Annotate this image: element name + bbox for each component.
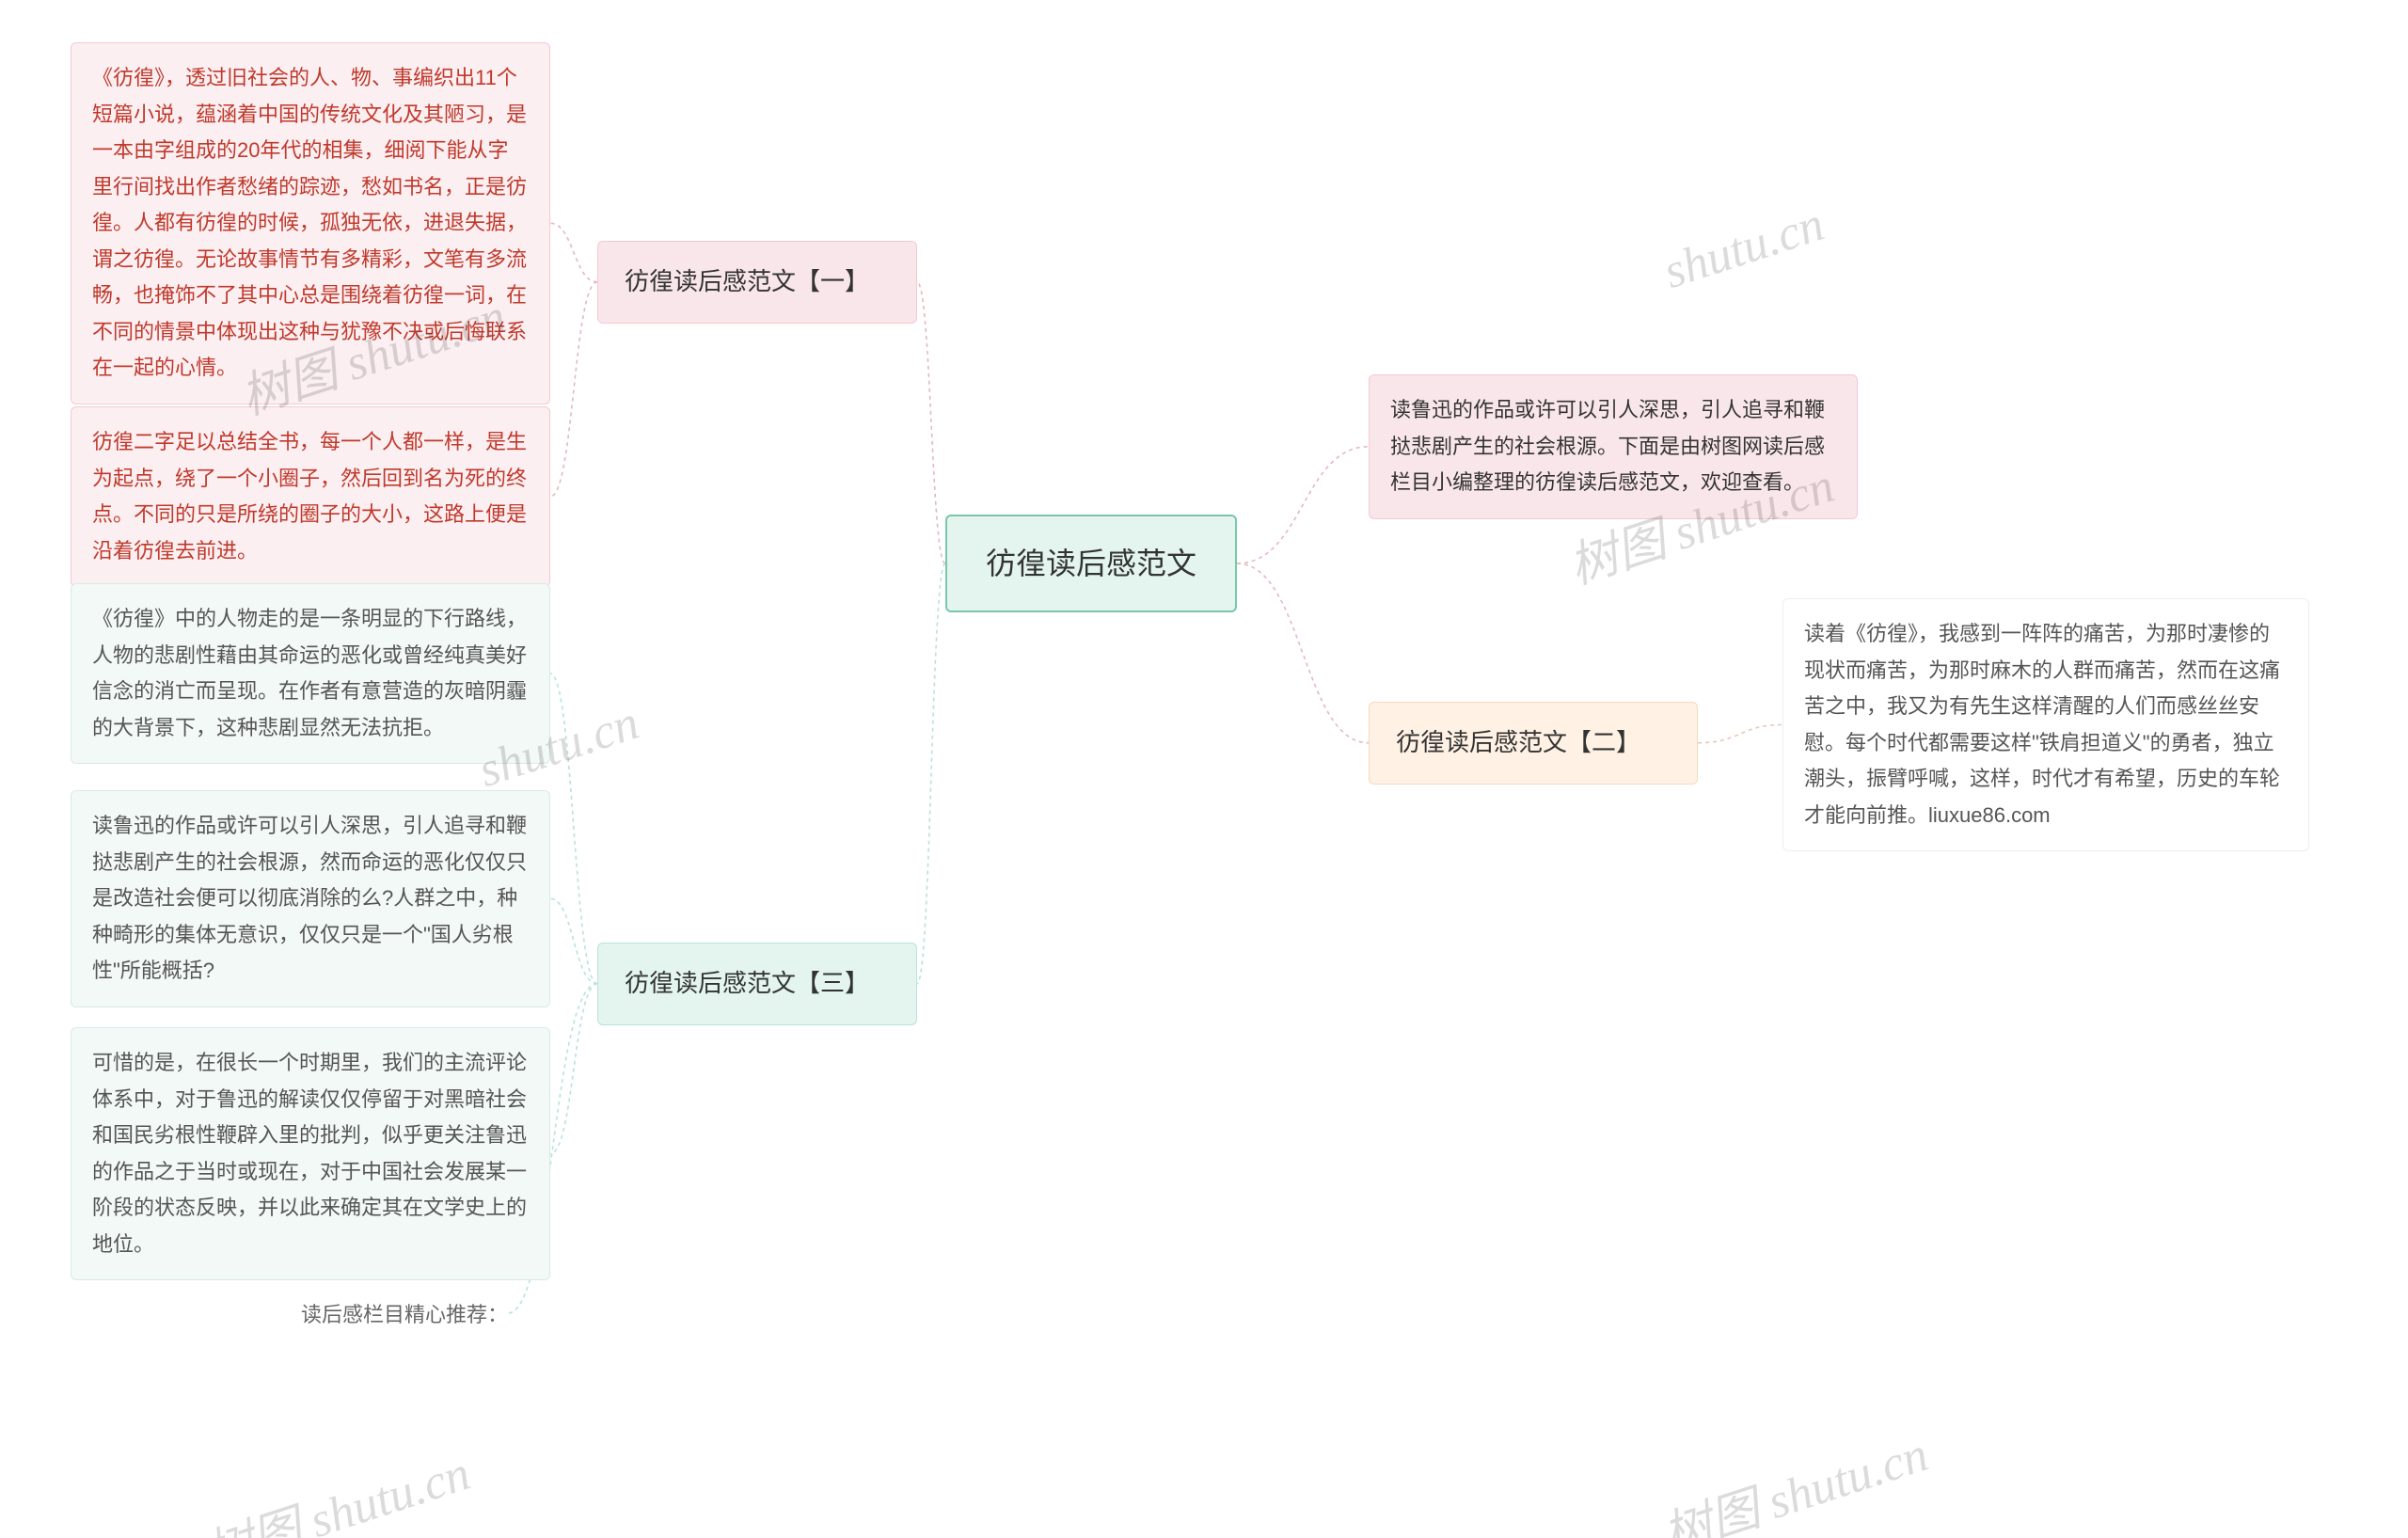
essay-2-paragraph: 读着《彷徨》，我感到一阵阵的痛苦，为那时凄惨的现状而痛苦，为那时麻木的人群而痛苦… [1782, 598, 2309, 851]
watermark: 树图 shutu.cn [1653, 1415, 1936, 1538]
recommend-text: 读后感栏目精心推荐： [301, 1303, 508, 1326]
essay-1-text-a: 《彷徨》，透过旧社会的人、物、事编织出11个短篇小说，蕴涵着中国的传统文化及其陋… [92, 66, 527, 379]
connector [1698, 725, 1782, 743]
watermark: shutu.cn [1657, 197, 1830, 300]
connector [550, 223, 597, 282]
essay-3-paragraph-a: 《彷徨》中的人物走的是一条明显的下行路线，人物的悲剧性藉由其命运的恶化或曾经纯真… [71, 583, 550, 764]
root-node: 彷徨读后感范文 [945, 515, 1237, 612]
connector [917, 282, 945, 563]
connector [550, 898, 597, 984]
essay-1-paragraph-a: 《彷徨》，透过旧社会的人、物、事编织出11个短篇小说，蕴涵着中国的传统文化及其陋… [71, 42, 550, 404]
essay-3-paragraph-b: 读鲁迅的作品或许可以引人深思，引人追寻和鞭挞悲剧产生的社会根源，然而命运的恶化仅… [71, 790, 550, 1007]
branch-essay-3: 彷徨读后感范文【三】 [597, 943, 917, 1025]
connector [550, 984, 597, 1154]
branch-essay-2-label: 彷徨读后感范文【二】 [1396, 728, 1640, 756]
intro-text: 读鲁迅的作品或许可以引人深思，引人追寻和鞭挞悲剧产生的社会根源。下面是由树图网读… [1390, 398, 1825, 494]
watermark: 树图 shutu.cn [195, 1434, 478, 1538]
essay-2-text: 读着《彷徨》，我感到一阵阵的痛苦，为那时凄惨的现状而痛苦，为那时麻木的人群而痛苦… [1804, 622, 2280, 827]
recommend-label: 读后感栏目精心推荐： [301, 1298, 508, 1328]
connector [550, 282, 597, 497]
root-label: 彷徨读后感范文 [986, 547, 1196, 580]
intro-paragraph: 读鲁迅的作品或许可以引人深思，引人追寻和鞭挞悲剧产生的社会根源。下面是由树图网读… [1369, 374, 1858, 519]
essay-3-text-a: 《彷徨》中的人物走的是一条明显的下行路线，人物的悲剧性藉由其命运的恶化或曾经纯真… [92, 607, 527, 739]
connector [550, 674, 597, 984]
essay-1-paragraph-b: 彷徨二字足以总结全书，每一个人都一样，是生为起点，绕了一个小圈子，然后回到名为死… [71, 406, 550, 587]
essay-3-paragraph-c: 可惜的是，在很长一个时期里，我们的主流评论体系中，对于鲁迅的解读仅仅停留于对黑暗… [71, 1027, 550, 1280]
branch-essay-2: 彷徨读后感范文【二】 [1369, 702, 1698, 785]
essay-1-text-b: 彷徨二字足以总结全书，每一个人都一样，是生为起点，绕了一个小圈子，然后回到名为死… [92, 430, 527, 563]
branch-essay-1-label: 彷徨读后感范文【一】 [625, 267, 869, 295]
connector [1237, 447, 1369, 563]
essay-3-text-b: 读鲁迅的作品或许可以引人深思，引人追寻和鞭挞悲剧产生的社会根源，然而命运的恶化仅… [92, 814, 527, 982]
essay-3-text-c: 可惜的是，在很长一个时期里，我们的主流评论体系中，对于鲁迅的解读仅仅停留于对黑暗… [92, 1051, 527, 1256]
connector [917, 563, 945, 984]
connector [1237, 563, 1369, 743]
branch-essay-3-label: 彷徨读后感范文【三】 [625, 969, 869, 997]
branch-essay-1: 彷徨读后感范文【一】 [597, 241, 917, 324]
mindmap-canvas: 彷徨读后感范文 读鲁迅的作品或许可以引人深思，引人追寻和鞭挞悲剧产生的社会根源。… [0, 0, 2408, 1538]
